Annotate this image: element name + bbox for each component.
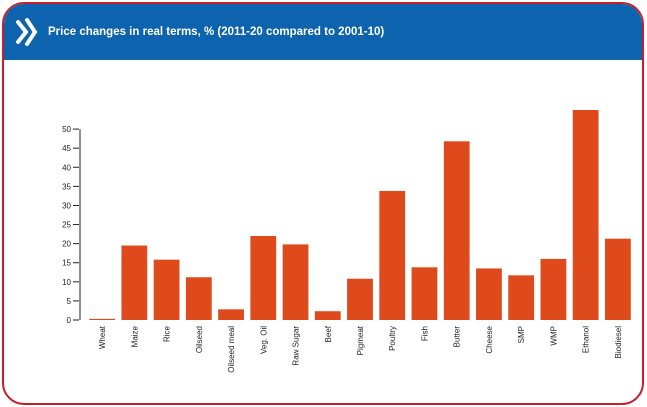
y-tick-label: 10 [62, 278, 71, 287]
y-tick-label: 45 [62, 144, 71, 153]
bar [476, 268, 502, 320]
category-label: Wheat [98, 325, 107, 349]
category-label: Oilseed meal [227, 326, 236, 373]
category-label: Fish [420, 326, 429, 341]
category-label: Maize [130, 325, 139, 347]
bar [379, 190, 406, 320]
category-label: Poultry [388, 326, 397, 351]
category-label: Veg. Oil [259, 326, 268, 354]
category-label: Butter [453, 326, 462, 348]
category-label: Cheese [485, 325, 494, 353]
bar [89, 318, 116, 320]
bar [314, 311, 341, 320]
oecd-chevron-icon [16, 18, 38, 46]
bar [604, 238, 631, 320]
category-label: Oilseed [195, 326, 204, 353]
category-label: Pigmeat [356, 325, 365, 355]
chart-title: Price changes in real terms, % (2011-20 … [48, 26, 385, 38]
bar [347, 278, 373, 320]
y-tick-label: 0 [67, 316, 72, 325]
bar [572, 110, 599, 320]
bar [218, 309, 244, 320]
category-label: Raw Sugar [292, 326, 301, 366]
category-label: Biodiesel [614, 326, 623, 359]
category-label: Beef [324, 325, 333, 342]
bar [185, 277, 212, 320]
y-tick-label: 20 [62, 240, 71, 249]
bar [121, 245, 148, 320]
bar [282, 244, 309, 320]
category-label: Rice [163, 325, 172, 342]
bar [443, 141, 470, 320]
y-tick-label: 40 [62, 163, 71, 172]
y-tick-label: 35 [62, 182, 71, 191]
y-tick-label: 50 [62, 125, 71, 134]
bar [411, 267, 438, 320]
category-label: SMP [517, 326, 526, 343]
y-tick-label: 15 [62, 259, 71, 268]
header-bar: Price changes in real terms, % (2011-20 … [4, 4, 642, 60]
y-tick-label: 25 [62, 221, 71, 230]
bar [508, 275, 535, 320]
category-label: WMP [549, 326, 558, 346]
bar [250, 236, 277, 320]
bar [540, 258, 567, 320]
bar [153, 259, 180, 320]
y-tick-label: 30 [62, 201, 71, 210]
category-label: Ethanol [582, 326, 591, 353]
y-tick-label: 5 [67, 297, 72, 306]
